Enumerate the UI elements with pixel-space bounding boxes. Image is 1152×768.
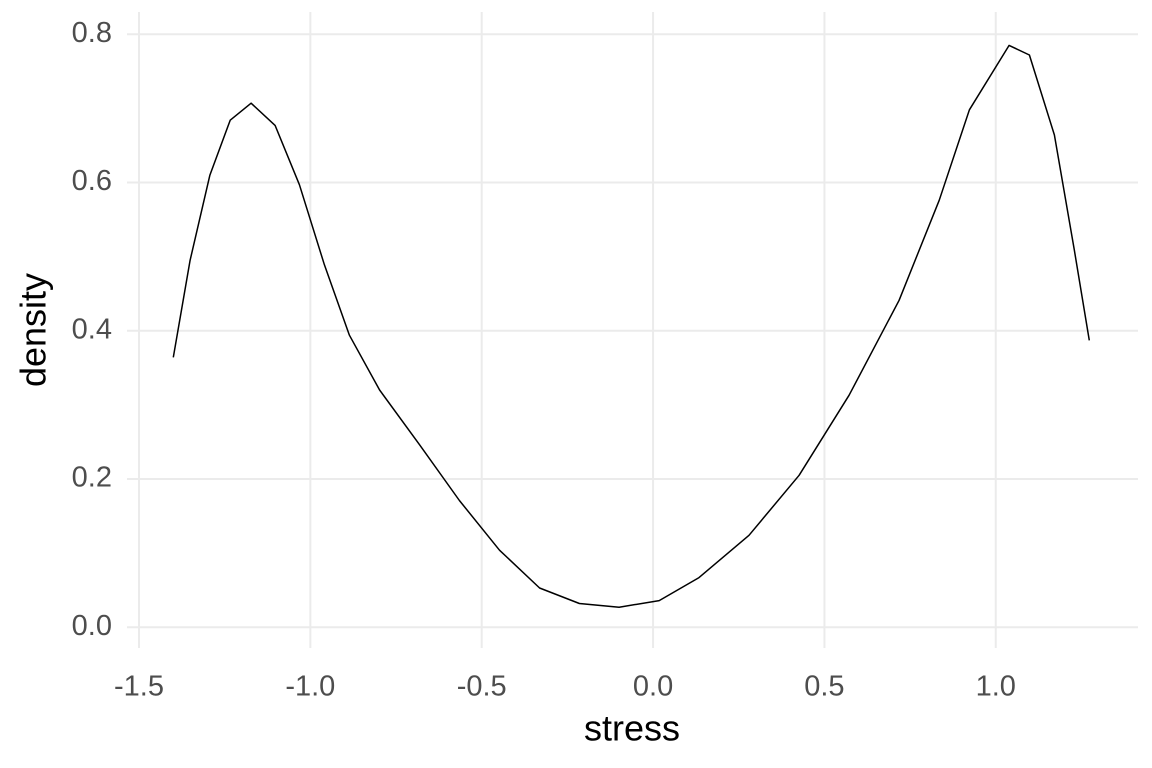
x-tick-label: 0.0 bbox=[633, 671, 673, 703]
y-tick-label: 0.0 bbox=[72, 610, 112, 642]
x-tick-label: 1.0 bbox=[976, 671, 1016, 703]
x-axis-title: stress bbox=[584, 708, 680, 749]
x-tick-label: -1.0 bbox=[285, 671, 335, 703]
y-tick-label: 0.8 bbox=[72, 17, 112, 49]
y-tick-label: 0.2 bbox=[72, 462, 112, 494]
y-tick-label: 0.6 bbox=[72, 165, 112, 197]
y-tick-label: 0.4 bbox=[72, 313, 112, 345]
x-tick-label: -0.5 bbox=[457, 671, 507, 703]
x-tick-label: -1.5 bbox=[114, 671, 164, 703]
y-axis-title: density bbox=[13, 273, 54, 387]
x-tick-label: 0.5 bbox=[804, 671, 844, 703]
density-line bbox=[172, 44, 1091, 608]
